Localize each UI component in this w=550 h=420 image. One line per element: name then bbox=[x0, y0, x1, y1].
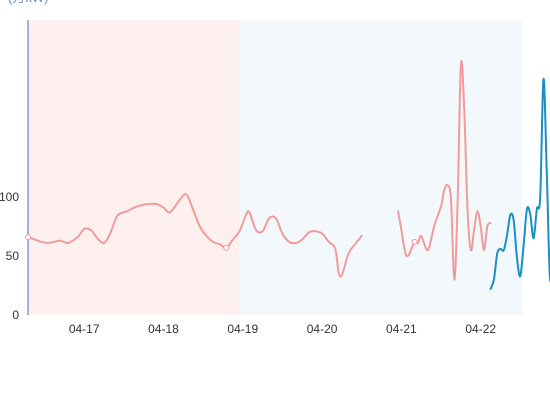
y-tick-label: 100 bbox=[0, 190, 19, 204]
y-axis-unit-label: (万kW) bbox=[8, 0, 48, 5]
y-tick-label: 0 bbox=[12, 308, 19, 322]
series-line-0 bbox=[27, 193, 363, 278]
data-point-marker bbox=[411, 238, 418, 245]
x-tick-label: 04-17 bbox=[69, 322, 100, 336]
data-point-marker bbox=[223, 244, 230, 251]
background-band-1 bbox=[239, 20, 522, 315]
background-band-0 bbox=[28, 20, 240, 315]
x-tick-label: 04-21 bbox=[386, 322, 417, 336]
x-tick-label: 04-19 bbox=[227, 322, 258, 336]
x-tick-label: 04-18 bbox=[148, 322, 179, 336]
data-point-marker bbox=[25, 234, 31, 241]
y-tick-label: 50 bbox=[6, 249, 20, 263]
x-tick-label: 04-22 bbox=[465, 322, 496, 336]
x-tick-label: 04-20 bbox=[307, 322, 338, 336]
series-line-2 bbox=[489, 77, 550, 290]
